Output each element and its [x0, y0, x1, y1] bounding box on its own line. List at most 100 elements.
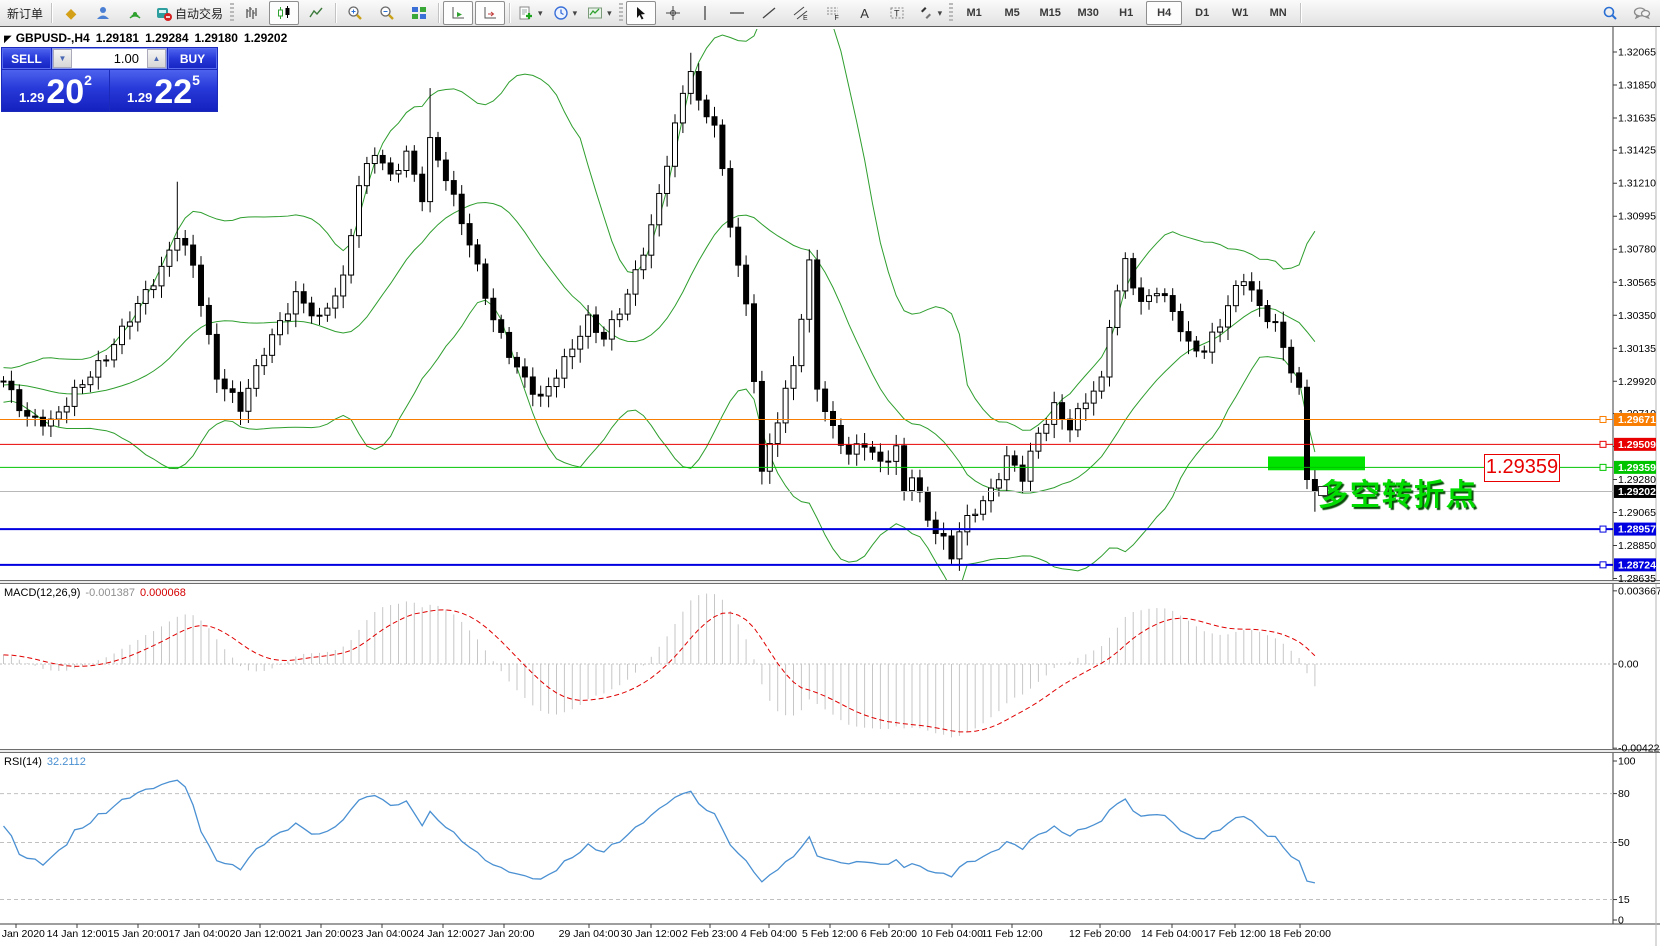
- candle-body: [593, 314, 599, 333]
- candle-body: [924, 491, 931, 521]
- time-axis-label: 20 Jan 12:00: [230, 928, 291, 940]
- community-button[interactable]: [88, 1, 118, 25]
- vertical-line-icon: [703, 6, 706, 20]
- line-handle[interactable]: [1599, 525, 1607, 533]
- timeframe-h1-button[interactable]: H1: [1119, 7, 1134, 19]
- autotrading-button[interactable]: 自动交易: [152, 1, 227, 25]
- candle-body: [450, 180, 457, 195]
- chart-line-button[interactable]: [301, 1, 331, 25]
- timeframe-m15-button[interactable]: M15: [1039, 7, 1061, 19]
- candle-body: [1098, 376, 1105, 392]
- indicators-button[interactable]: ▾: [514, 1, 547, 25]
- candle-body: [229, 388, 236, 393]
- one-click-toggle-icon[interactable]: ◤: [4, 34, 12, 45]
- panel-splitter[interactable]: [0, 749, 1660, 753]
- autoscroll-button[interactable]: [443, 1, 474, 25]
- zoom-in-button[interactable]: [340, 1, 370, 25]
- object-anchor-handle[interactable]: [1318, 486, 1328, 496]
- svg-text:F: F: [834, 15, 838, 21]
- tile-windows-button[interactable]: [404, 1, 434, 25]
- new-order-label: 新订单: [7, 6, 44, 21]
- buy-price-big: 22: [154, 73, 193, 111]
- candle-body: [134, 302, 141, 323]
- candle-body: [664, 165, 671, 194]
- tile-windows-icon: [412, 7, 427, 19]
- volume-input[interactable]: [72, 49, 147, 68]
- ohlc-open: 1.29181: [95, 31, 140, 45]
- crosshair-button[interactable]: [658, 1, 688, 25]
- candle-body: [932, 519, 939, 535]
- equidistant-channel-button[interactable]: E: [786, 1, 816, 25]
- fibonacci-button[interactable]: F: [818, 1, 848, 25]
- price-callout-box[interactable]: 1.29359: [1484, 454, 1560, 482]
- trendline-button[interactable]: [754, 1, 784, 25]
- candle-body: [679, 92, 686, 124]
- timeframe-m5-button[interactable]: M5: [1004, 7, 1020, 19]
- timeframe-w1-button[interactable]: W1: [1231, 7, 1249, 19]
- templates-button[interactable]: ▾: [583, 1, 616, 25]
- time-axis-label: 11 Feb 12:00: [981, 928, 1042, 940]
- templates-caret-icon: ▾: [607, 7, 612, 18]
- volume-decrease-button[interactable]: ▼: [53, 49, 72, 68]
- candle-body: [111, 344, 118, 361]
- new-order-button[interactable]: 新订单: [3, 1, 47, 25]
- zoom-in-icon: [348, 6, 362, 20]
- signals-button[interactable]: [120, 1, 150, 25]
- timeframe-m30-button[interactable]: M30: [1077, 7, 1099, 19]
- panel-splitter[interactable]: [0, 580, 1660, 584]
- cursor-button[interactable]: [625, 1, 656, 25]
- turning-point-note[interactable]: 多空转折点: [1318, 479, 1478, 512]
- price-tag: [1614, 460, 1656, 474]
- line-handle[interactable]: [1599, 440, 1607, 448]
- chart-bars-button[interactable]: [237, 1, 267, 25]
- sell-quote-button[interactable]: 1.29 20 2: [2, 70, 109, 111]
- price-tick-label: 1.30135: [1618, 343, 1656, 355]
- buy-quote-button[interactable]: 1.29 22 5: [110, 70, 217, 111]
- timeframe-h4-button[interactable]: H4: [1146, 1, 1183, 25]
- periods-button[interactable]: ▾: [549, 1, 582, 25]
- chart-shift-button[interactable]: [475, 1, 506, 25]
- chat-button[interactable]: [1627, 1, 1657, 25]
- candle-body: [1051, 402, 1058, 425]
- text-label-button[interactable]: T: [882, 1, 912, 25]
- highlight-rectangle[interactable]: [1268, 456, 1365, 471]
- indicators-icon: [519, 6, 533, 20]
- buy-button[interactable]: BUY: [168, 48, 217, 69]
- vertical-line-button[interactable]: [690, 1, 720, 25]
- macd-main-value: -0.001387: [85, 587, 135, 599]
- price-tick-label: 1.31210: [1618, 178, 1656, 190]
- price-tag-label: 1.29509: [1618, 439, 1656, 451]
- macd-tick-label: -0.00422: [1618, 743, 1660, 755]
- timeframe-mn-button[interactable]: MN: [1269, 7, 1287, 19]
- candle-body: [837, 424, 844, 446]
- candle-body: [1185, 331, 1192, 342]
- community-icon: [97, 7, 110, 19]
- zoom-out-button[interactable]: [372, 1, 402, 25]
- chart-candles-button[interactable]: [269, 1, 300, 25]
- rsi-line: [2, 779, 1316, 884]
- candle-body: [1019, 464, 1026, 482]
- price-tag-label: 1.29359: [1618, 462, 1656, 474]
- bollinger-lower-band[interactable]: [3, 299, 1316, 589]
- arrows-button[interactable]: ▾: [914, 1, 947, 25]
- sell-button[interactable]: SELL: [2, 48, 51, 69]
- horizontal-line-button[interactable]: [722, 1, 752, 25]
- time-axis-label: 10 Feb 04:00: [921, 928, 983, 940]
- volume-increase-button[interactable]: ▲: [147, 49, 166, 68]
- price-tag: [1614, 522, 1656, 536]
- line-handle[interactable]: [1599, 561, 1607, 569]
- search-button[interactable]: [1595, 1, 1625, 25]
- candle-body: [600, 331, 607, 340]
- line-handle[interactable]: [1599, 415, 1607, 423]
- text-button[interactable]: A: [850, 1, 880, 25]
- bollinger-middle-band[interactable]: [3, 201, 1316, 494]
- candle-body: [1201, 350, 1208, 353]
- candle-body: [87, 376, 94, 386]
- search-icon: [1603, 6, 1617, 20]
- candle-body: [577, 335, 584, 350]
- timeframe-d1-button[interactable]: D1: [1195, 7, 1210, 19]
- market-button[interactable]: ◆: [56, 1, 86, 25]
- line-handle[interactable]: [1599, 463, 1607, 471]
- timeframe-m1-button[interactable]: M1: [966, 7, 982, 19]
